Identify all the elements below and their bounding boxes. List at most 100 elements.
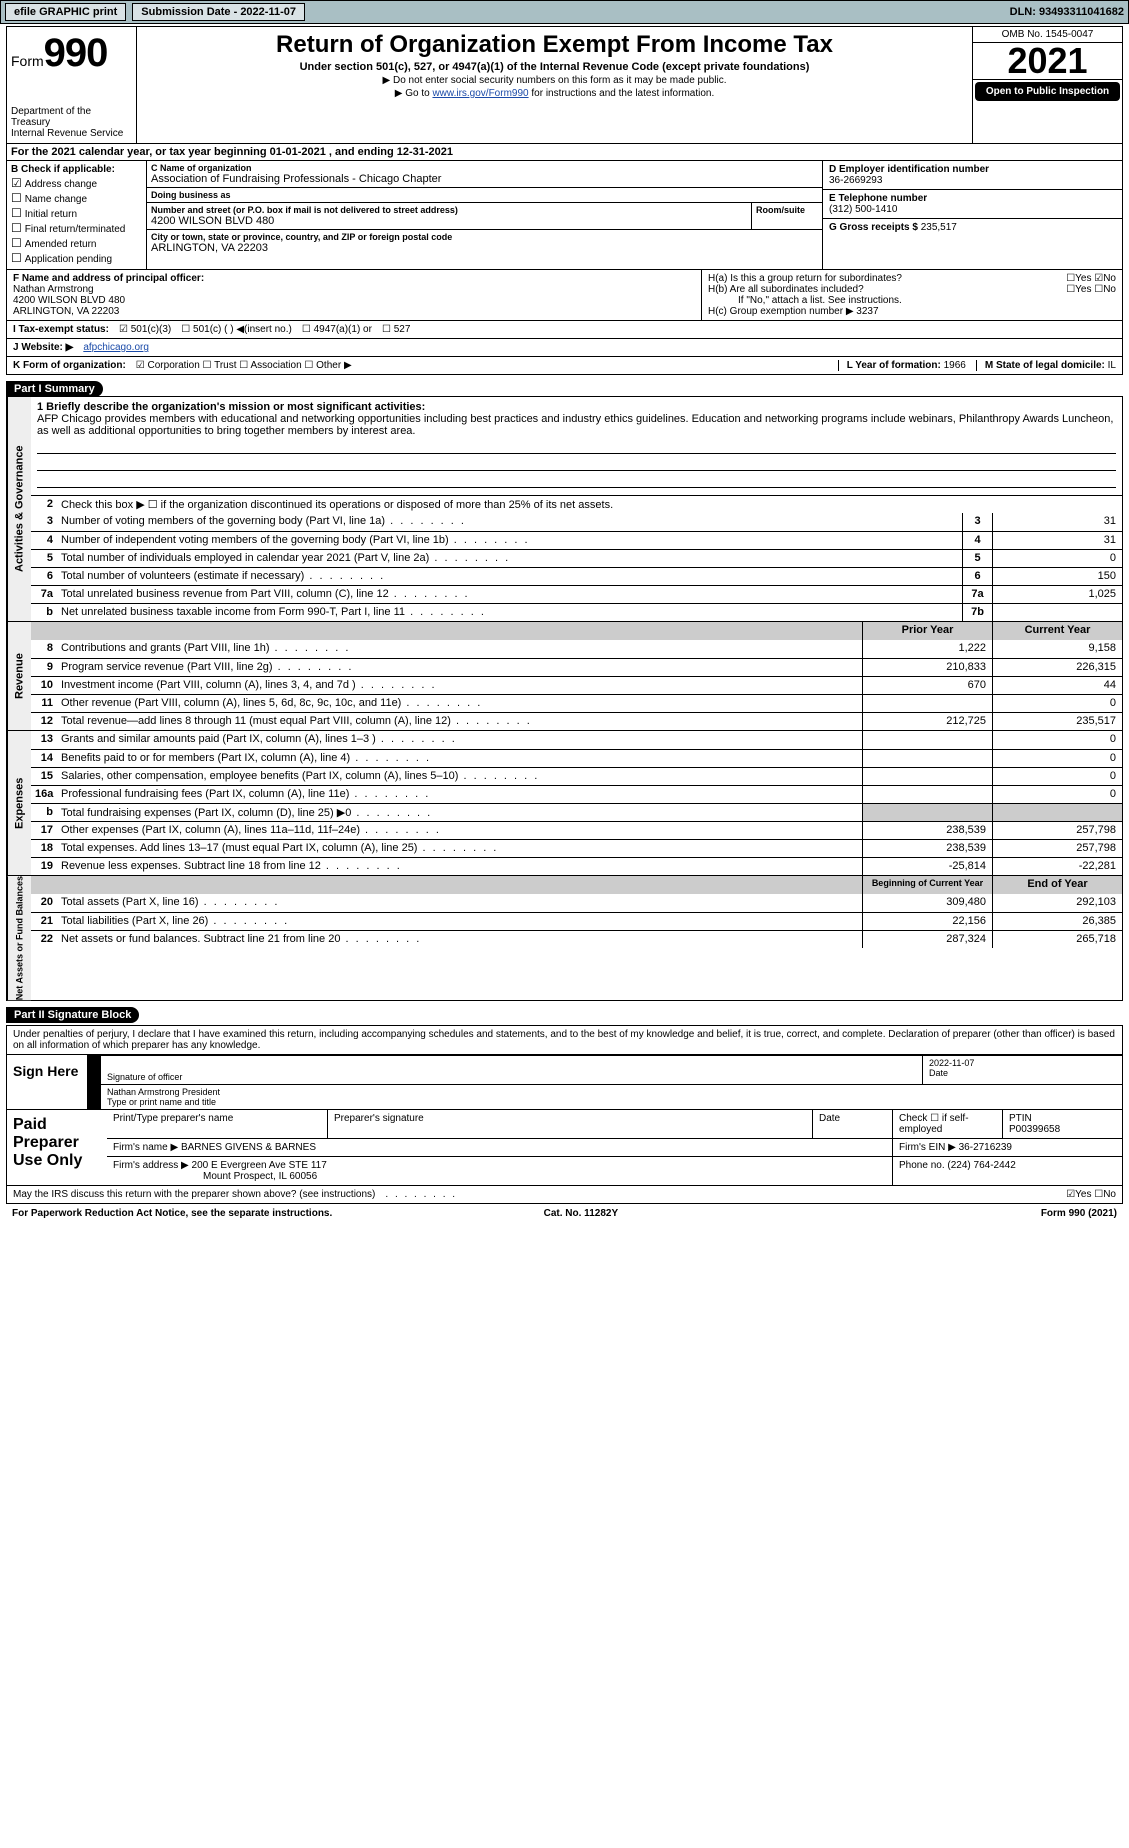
checkbox-item[interactable]: Final return/terminated xyxy=(11,221,142,235)
current-value: 235,517 xyxy=(992,713,1122,730)
page-footer: For Paperwork Reduction Act Notice, see … xyxy=(6,1204,1123,1223)
officer-group-block: F Name and address of principal officer:… xyxy=(6,270,1123,321)
line-value: 31 xyxy=(992,513,1122,531)
firm-addr-label: Firm's address ▶ xyxy=(113,1160,189,1171)
box-c: C Name of organization Association of Fu… xyxy=(147,161,822,269)
tab-expenses: Expenses xyxy=(7,731,31,875)
line-box: 6 xyxy=(962,568,992,585)
line-num: 7a xyxy=(31,586,57,603)
line2-label: Check this box ▶ ☐ if the organization d… xyxy=(57,496,1122,513)
officer-name: Nathan Armstrong xyxy=(13,284,695,295)
line-value: 150 xyxy=(992,568,1122,585)
prep-date-label: Date xyxy=(812,1110,892,1138)
checkbox-item[interactable]: Amended return xyxy=(11,236,142,250)
current-value: 257,798 xyxy=(992,822,1122,839)
tab-activities: Activities & Governance xyxy=(7,397,31,621)
current-value: 292,103 xyxy=(992,894,1122,912)
box-b-label: B Check if applicable: xyxy=(11,164,142,175)
mission-label: 1 Briefly describe the organization's mi… xyxy=(37,401,1116,413)
prior-value: 238,539 xyxy=(862,840,992,857)
city-value: ARLINGTON, VA 22203 xyxy=(151,242,818,254)
signature-block: Under penalties of perjury, I declare th… xyxy=(6,1025,1123,1110)
sig-officer-label: Signature of officer xyxy=(107,1072,182,1082)
formorg-label: K Form of organization: xyxy=(13,360,126,371)
submission-date-button[interactable]: Submission Date - 2022-11-07 xyxy=(132,3,305,21)
ha-label: H(a) Is this a group return for subordin… xyxy=(708,273,902,284)
line-label: Salaries, other compensation, employee b… xyxy=(57,768,862,785)
ptin-label: PTIN xyxy=(1009,1113,1032,1124)
line-num: 3 xyxy=(31,513,57,531)
prior-value xyxy=(862,695,992,712)
line-label: Professional fundraising fees (Part IX, … xyxy=(57,786,862,803)
line-num: 14 xyxy=(31,750,57,767)
begin-year-header: Beginning of Current Year xyxy=(862,876,992,894)
mission-line xyxy=(37,474,1116,488)
prior-value: 212,725 xyxy=(862,713,992,730)
line-num: 9 xyxy=(31,659,57,676)
form-header: Form990 Department of the Treasury Inter… xyxy=(6,26,1123,144)
prior-year-header: Prior Year xyxy=(862,622,992,640)
header-center: Return of Organization Exempt From Incom… xyxy=(137,27,972,143)
ein-label: D Employer identification number xyxy=(829,164,1116,175)
checkbox-item[interactable]: Name change xyxy=(11,191,142,205)
efile-button[interactable]: efile GRAPHIC print xyxy=(5,3,126,21)
irs-link[interactable]: www.irs.gov/Form990 xyxy=(432,88,528,99)
org-name: Association of Fundraising Professionals… xyxy=(151,173,818,185)
ptin-value: P00399658 xyxy=(1009,1124,1060,1135)
prior-value xyxy=(862,750,992,767)
line-label: Number of voting members of the governin… xyxy=(57,513,962,531)
yearform-value: 1966 xyxy=(944,360,966,371)
line-label: Grants and similar amounts paid (Part IX… xyxy=(57,731,862,749)
firm-ein-label: Firm's EIN ▶ xyxy=(899,1142,956,1153)
footer-left: For Paperwork Reduction Act Notice, see … xyxy=(12,1208,332,1219)
sign-here-label: Sign Here xyxy=(7,1055,87,1109)
line-num: b xyxy=(31,804,57,821)
yearform-label: L Year of formation: xyxy=(847,360,941,371)
line-label: Net assets or fund balances. Subtract li… xyxy=(57,931,862,948)
line-value: 31 xyxy=(992,532,1122,549)
ha-yn: ☐Yes ☑No xyxy=(1066,273,1116,284)
website-link[interactable]: afpchicago.org xyxy=(83,342,149,353)
footer-right: Form 990 (2021) xyxy=(1041,1208,1117,1219)
line-label: Total fundraising expenses (Part IX, col… xyxy=(57,804,862,821)
street-value: 4200 WILSON BLVD 480 xyxy=(151,215,747,227)
dln-label: DLN: 93493311041682 xyxy=(1010,6,1124,18)
line-label: Number of independent voting members of … xyxy=(57,532,962,549)
line-label: Total assets (Part X, line 16) xyxy=(57,894,862,912)
state-label: M State of legal domicile: xyxy=(985,360,1105,371)
line-box: 7b xyxy=(962,604,992,621)
paid-label: Paid Preparer Use Only xyxy=(7,1110,107,1185)
formorg-opts: ☑ Corporation ☐ Trust ☐ Association ☐ Ot… xyxy=(136,360,352,371)
top-toolbar: efile GRAPHIC print Submission Date - 20… xyxy=(0,0,1129,24)
note2-post: for instructions and the latest informat… xyxy=(529,88,715,99)
firm-name: BARNES GIVENS & BARNES xyxy=(181,1142,316,1153)
city-label: City or town, state or province, country… xyxy=(151,232,818,242)
prior-value xyxy=(862,768,992,785)
checkbox-item[interactable]: Application pending xyxy=(11,251,142,265)
part-i-body: Activities & Governance 1 Briefly descri… xyxy=(6,396,1123,1001)
typed-label: Type or print name and title xyxy=(107,1097,216,1107)
checkbox-item[interactable]: Address change xyxy=(11,176,142,190)
line-label: Other expenses (Part IX, column (A), lin… xyxy=(57,822,862,839)
period-a-text: For the 2021 calendar year, or tax year … xyxy=(7,144,457,160)
officer-label: F Name and address of principal officer: xyxy=(13,273,695,284)
period-row: For the 2021 calendar year, or tax year … xyxy=(6,144,1123,161)
line-num: 8 xyxy=(31,640,57,658)
checkbox-item[interactable]: Initial return xyxy=(11,206,142,220)
header-right: OMB No. 1545-0047 2021 Open to Public In… xyxy=(972,27,1122,143)
line-num: 12 xyxy=(31,713,57,730)
line-box: 4 xyxy=(962,532,992,549)
tax-527: ☐ 527 xyxy=(382,324,410,335)
ein-value: 36-2669293 xyxy=(829,175,1116,186)
end-year-header: End of Year xyxy=(992,876,1122,894)
current-value: 0 xyxy=(992,731,1122,749)
arrow-icon xyxy=(87,1056,101,1084)
typed-name: Nathan Armstrong President xyxy=(107,1087,220,1097)
officer-addr2: ARLINGTON, VA 22203 xyxy=(13,306,695,317)
prior-value xyxy=(862,786,992,803)
line-label: Total number of volunteers (estimate if … xyxy=(57,568,962,585)
line-num: 11 xyxy=(31,695,57,712)
street-label: Number and street (or P.O. box if mail i… xyxy=(151,205,747,215)
box-h: H(a) Is this a group return for subordin… xyxy=(702,270,1122,320)
line-label: Revenue less expenses. Subtract line 18 … xyxy=(57,858,862,875)
